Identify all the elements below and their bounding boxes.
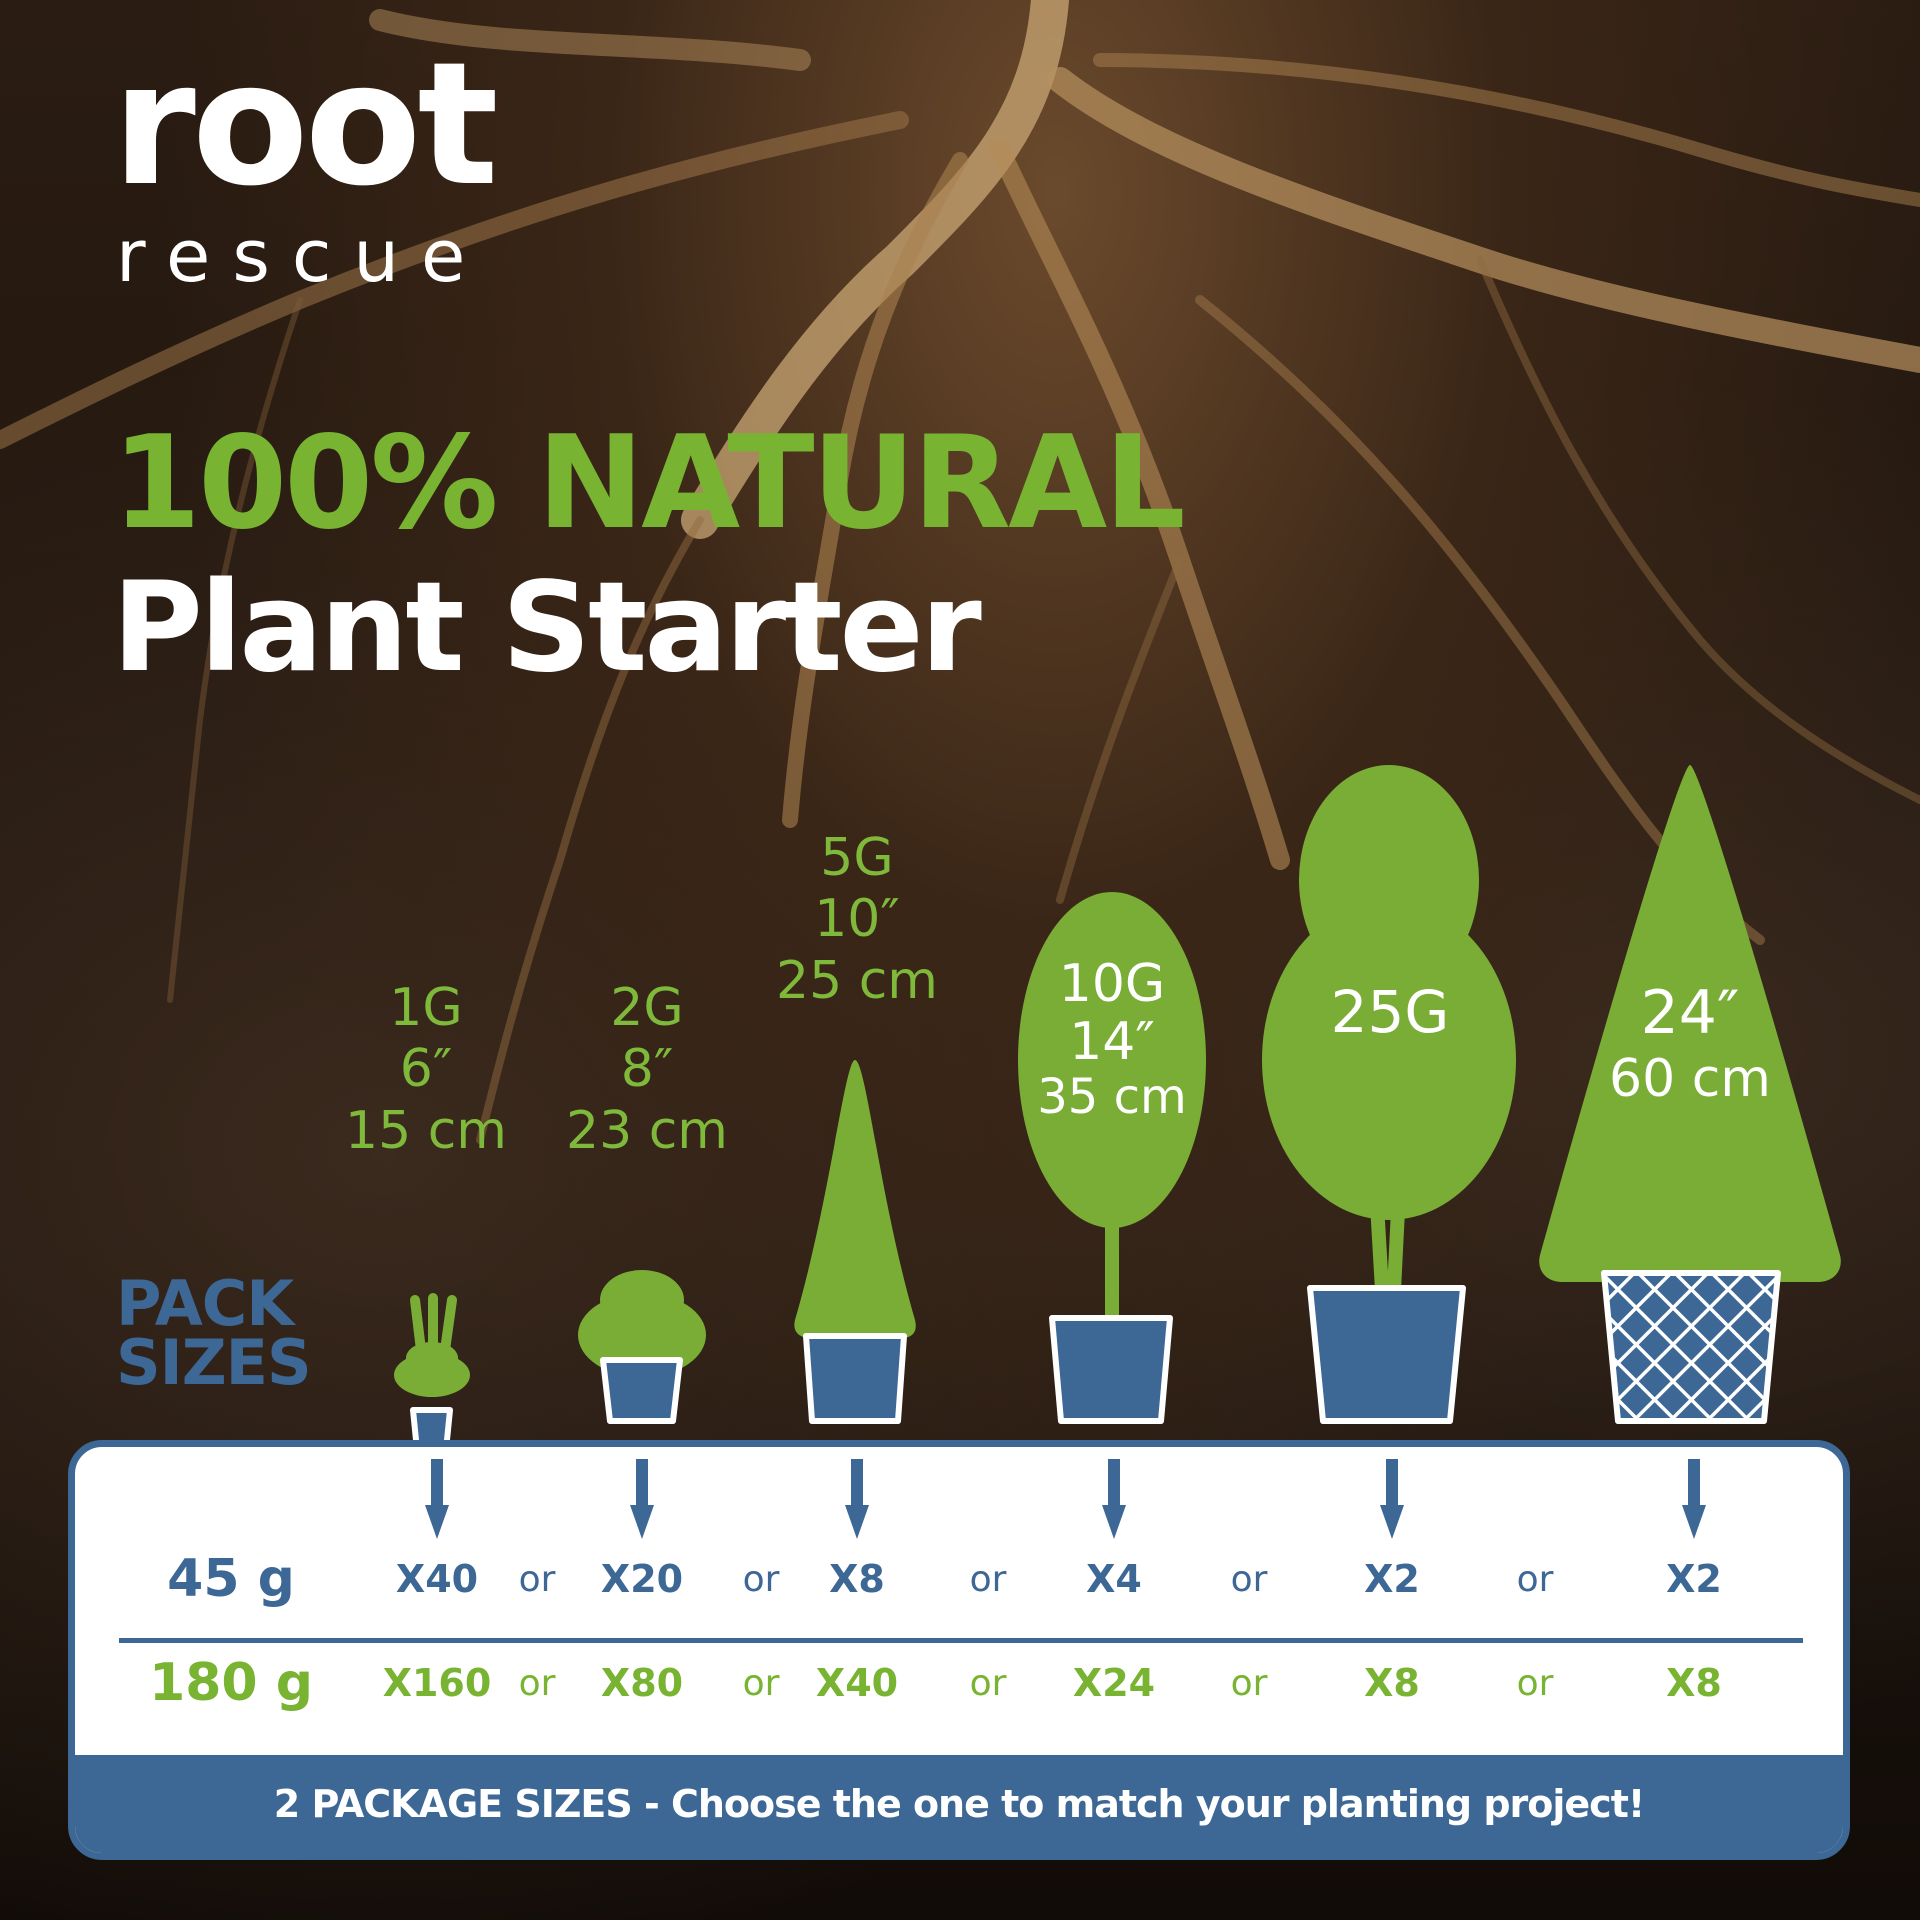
shrub-pot-icon (578, 1270, 706, 1424)
logo-rescue: rescue (116, 214, 488, 298)
gallon-label: 5G (820, 828, 894, 888)
arrow-down-icon (1102, 1459, 1126, 1539)
or-separator: or (742, 1559, 780, 1600)
logo-root: root (112, 26, 499, 224)
or-separator: or (742, 1663, 780, 1704)
quantity-cell: X24 (1072, 1661, 1156, 1705)
gallon-label: 25G (1330, 978, 1450, 1046)
gallon-label: 2G (610, 978, 684, 1038)
quantity-cell: X8 (1666, 1661, 1722, 1705)
cm-label: 35 cm (1037, 1069, 1187, 1126)
inches-label: 6″ (399, 1039, 453, 1100)
pack-sizes-line2: SIZES (116, 1325, 312, 1399)
quantity-cell: X2 (1364, 1557, 1420, 1601)
cm-label: 60 cm (1609, 1048, 1771, 1109)
pack-sizes-label: PACK SIZES (116, 1267, 312, 1399)
arrow-down-icon (1682, 1459, 1706, 1539)
plant-label-10g: 10G 14″ 35 cm (1012, 955, 1212, 1125)
plant-label-2g: 2G 8″ 23 cm (537, 978, 757, 1162)
quantity-cell: X20 (600, 1557, 684, 1601)
plant-label-1g: 1G 6″ 15 cm (326, 978, 526, 1162)
cm-label: 15 cm (345, 1100, 507, 1161)
or-separator: or (969, 1559, 1007, 1600)
inches-label: 10″ (814, 889, 900, 950)
quantity-cell: X40 (815, 1661, 899, 1705)
arrow-down-icon (630, 1459, 654, 1539)
headline-plant-starter: Plant Starter (112, 556, 982, 700)
or-separator: or (1516, 1663, 1554, 1704)
quantity-cell: X80 (600, 1661, 684, 1705)
headline-natural: 100% NATURAL (112, 409, 1186, 558)
inches-label: 14″ (1069, 1012, 1155, 1073)
gallon-label: 10G (1058, 954, 1166, 1014)
cm-label: 25 cm (776, 950, 938, 1011)
row-label: 45 g (167, 1549, 295, 1609)
arrow-down-icon (1380, 1459, 1404, 1539)
arrows (425, 1459, 1706, 1539)
quantity-cell: X2 (1666, 1557, 1722, 1601)
row-label: 180 g (149, 1653, 313, 1713)
large-tree-pot-icon (1262, 765, 1516, 1424)
oval-tree-pot-icon (1018, 892, 1206, 1424)
or-separator: or (1230, 1663, 1268, 1704)
inches-label: 8″ (620, 1039, 674, 1100)
pack-size-table: 45 g X40 or X20 or X8 or X4 or X2 or X2 180 g X160 or X… (68, 1440, 1850, 1860)
arrow-down-icon (845, 1459, 869, 1539)
plant-label-25g: 25G (1290, 978, 1490, 1046)
quantity-cell: X8 (1364, 1661, 1420, 1705)
footer-banner: 2 PACKAGE SIZES - Choose the one to matc… (75, 1755, 1843, 1853)
plant-label-5g: 5G 10″ 25 cm (747, 828, 967, 1012)
cone-tree-pot-icon (794, 1060, 916, 1424)
pack-sizes-line1: PACK (116, 1267, 294, 1340)
quantity-cell: X4 (1086, 1557, 1142, 1601)
quantity-cell: X160 (382, 1661, 492, 1705)
or-separator: or (969, 1663, 1007, 1704)
or-separator: or (518, 1559, 556, 1600)
arrow-down-icon (425, 1459, 449, 1539)
large-cone-tree-basket-icon (1539, 765, 1841, 1424)
or-separator: or (1230, 1559, 1268, 1600)
grass-seedling-pot-icon (394, 1293, 470, 1453)
or-separator: or (518, 1663, 556, 1704)
inches-label: 24″ (1640, 978, 1740, 1048)
quantity-cell: X40 (395, 1557, 479, 1601)
or-separator: or (1516, 1559, 1554, 1600)
gallon-label: 1G (389, 978, 463, 1038)
cm-label: 23 cm (566, 1100, 728, 1161)
row-divider (119, 1638, 1803, 1643)
quantity-cell: X8 (829, 1557, 885, 1601)
plant-label-24in: 24″ 60 cm (1590, 978, 1790, 1110)
